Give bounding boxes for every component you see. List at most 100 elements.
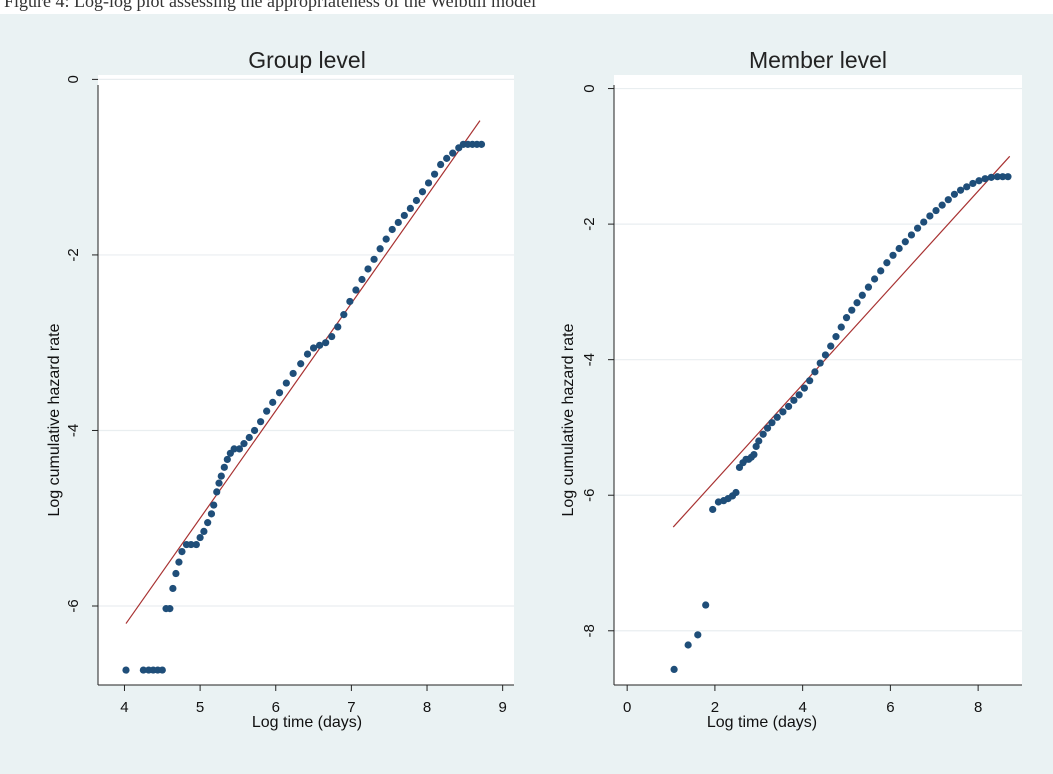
data-point [768,419,776,427]
data-point [122,666,130,674]
data-point [297,360,305,368]
data-point [694,631,702,639]
data-point [412,196,421,205]
data-point [816,359,824,367]
data-point [913,224,922,232]
y-tick-label: -6 [581,489,598,502]
x-tick-label: 8 [423,699,431,716]
y-tick-label: -2 [65,248,82,261]
data-point [213,488,221,496]
data-point [289,369,297,378]
data-point [981,175,989,183]
data-point [352,286,360,294]
data-point [999,173,1007,181]
data-point [864,283,873,291]
data-point [406,204,414,213]
data-point [709,505,717,514]
x-tick-label: 6 [272,699,280,716]
data-point [430,170,439,178]
data-point [956,186,965,194]
x-axis-label: Log time (days) [252,714,362,731]
data-point [684,641,692,649]
data-point [877,267,885,275]
data-point [750,450,758,459]
data-point [848,306,856,314]
data-point [230,445,238,453]
x-tick-label: 4 [798,699,806,716]
data-point [358,275,366,284]
data-point [938,201,946,209]
data-point [334,323,342,331]
data-point [388,225,396,234]
data-point [346,297,354,306]
data-point [282,379,290,387]
data-point [944,196,952,204]
data-point [950,190,959,198]
data-point [210,501,218,509]
data-point [223,455,231,464]
fit-line [125,120,481,624]
data-point [779,408,787,416]
data-point [920,218,928,226]
y-tick-label: -4 [581,353,598,366]
data-point [670,665,678,674]
x-tick-label: 0 [623,699,631,716]
data-point [139,666,147,674]
data-point [158,666,166,674]
data-point [759,430,767,438]
data-point [773,413,781,421]
data-point [895,244,903,253]
data-point [883,259,891,267]
data-point [220,463,228,471]
data-point [800,384,809,392]
data-point [235,445,244,453]
data-point [196,533,204,542]
data-point [382,235,390,243]
data-point [269,398,277,406]
x-tick-label: 2 [711,699,719,716]
data-point [309,344,318,352]
data-point [207,510,216,518]
data-point [702,601,710,609]
x-tick-label: 8 [974,699,982,716]
data-point [187,540,195,549]
data-point [172,569,180,578]
data-point [240,440,248,448]
data-point [364,265,372,273]
data-point [832,333,840,341]
data-point [215,479,223,487]
data-point [303,350,312,358]
data-point [842,314,851,322]
data-point [785,402,793,411]
data-point [169,584,177,593]
data-point [166,605,174,613]
data-point [443,154,451,162]
chart-panel-1: 0 -2 -4 -6 4 5 6 7 8 9 Group level Log time (days) L… [46,47,514,731]
data-point [257,418,265,426]
data-point [963,183,971,191]
data-point [200,527,208,536]
data-point [827,342,835,350]
data-point [245,433,253,442]
y-tick-label: -4 [65,424,82,437]
data-point [755,437,763,445]
data-point [901,238,909,246]
data-point [376,245,384,253]
data-point [763,424,772,432]
data-point [400,211,408,220]
data-point [175,558,183,566]
data-point [370,255,378,263]
data-point [837,323,845,331]
data-point [322,339,330,347]
figure-caption: Figure 4: Log-log plot assessing the app… [4,0,537,11]
y-tick-label: -8 [581,624,598,637]
data-point [424,179,433,187]
data-point [853,299,861,307]
data-point [275,389,284,397]
data-point [889,251,897,259]
y-tick-label: -2 [581,217,598,230]
data-point [437,160,445,169]
chart-panel-2: 0 -2 -4 -6 -8 0 2 4 6 8 Member level Log time (days… [560,47,1022,731]
data-point [1004,173,1012,181]
